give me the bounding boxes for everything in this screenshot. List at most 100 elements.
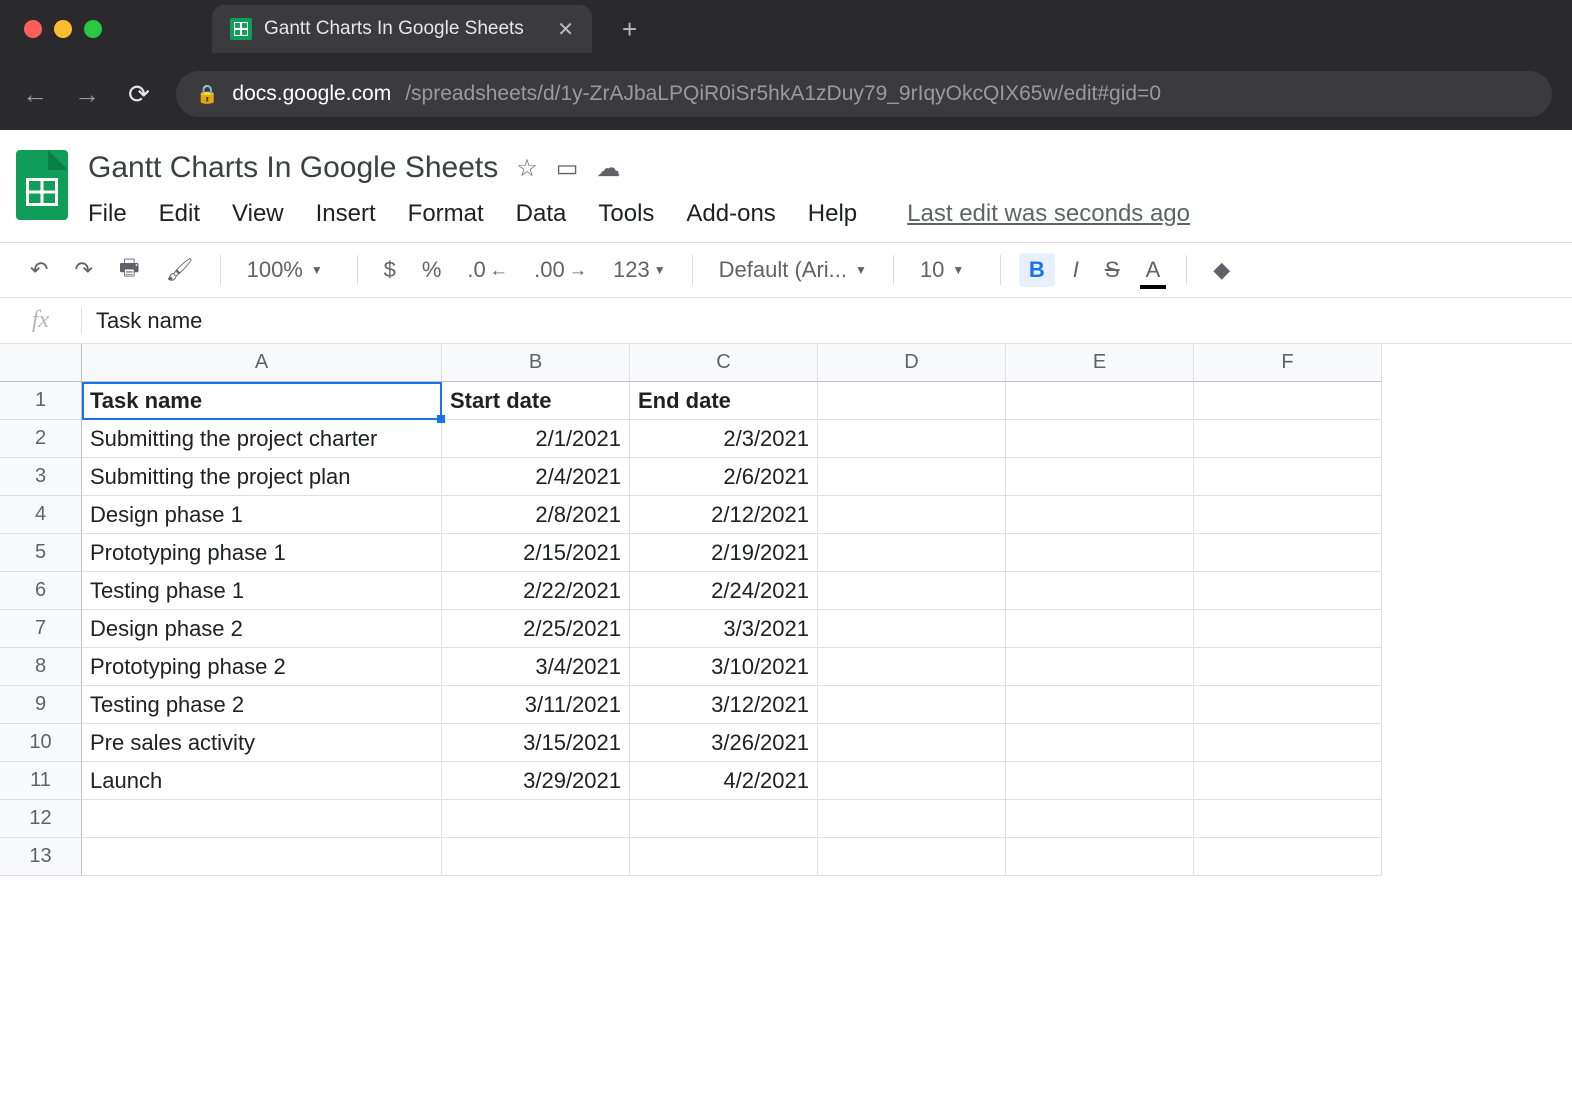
cell-E3[interactable] [1006, 458, 1194, 496]
column-header-a[interactable]: A [82, 344, 442, 382]
cell-F6[interactable] [1194, 572, 1382, 610]
cell-D11[interactable] [818, 762, 1006, 800]
bold-button[interactable]: B [1019, 253, 1055, 287]
paint-format-button[interactable]: 🖌 [158, 253, 202, 287]
cell-E7[interactable] [1006, 610, 1194, 648]
cloud-status-icon[interactable]: ☁ [596, 154, 620, 183]
column-header-c[interactable]: C [630, 344, 818, 382]
cell-A13[interactable] [82, 838, 442, 876]
cell-A6[interactable]: Testing phase 1 [82, 572, 442, 610]
menu-format[interactable]: Format [408, 200, 484, 228]
cell-A2[interactable]: Submitting the project charter [82, 420, 442, 458]
column-header-e[interactable]: E [1006, 344, 1194, 382]
cell-F12[interactable] [1194, 800, 1382, 838]
row-header-10[interactable]: 10 [0, 724, 82, 762]
window-maximize-button[interactable] [84, 20, 102, 38]
address-bar[interactable]: 🔒 docs.google.com/spreadsheets/d/1y-ZrAJ… [176, 71, 1552, 117]
last-edit-link[interactable]: Last edit was seconds ago [907, 200, 1190, 228]
font-size-dropdown[interactable]: 10▼ [912, 253, 982, 287]
cell-C9[interactable]: 3/12/2021 [630, 686, 818, 724]
cell-D9[interactable] [818, 686, 1006, 724]
cell-A11[interactable]: Launch [82, 762, 442, 800]
cell-C6[interactable]: 2/24/2021 [630, 572, 818, 610]
formula-input[interactable]: Task name [82, 308, 202, 334]
menu-tools[interactable]: Tools [598, 200, 654, 228]
cell-A10[interactable]: Pre sales activity [82, 724, 442, 762]
cell-F8[interactable] [1194, 648, 1382, 686]
cell-D8[interactable] [818, 648, 1006, 686]
cell-C2[interactable]: 2/3/2021 [630, 420, 818, 458]
row-header-12[interactable]: 12 [0, 800, 82, 838]
row-header-5[interactable]: 5 [0, 534, 82, 572]
number-format-dropdown[interactable]: 123▼ [605, 253, 674, 287]
cell-C13[interactable] [630, 838, 818, 876]
cell-E10[interactable] [1006, 724, 1194, 762]
doc-title[interactable]: Gantt Charts In Google Sheets [88, 151, 498, 185]
cell-B2[interactable]: 2/1/2021 [442, 420, 630, 458]
cell-E12[interactable] [1006, 800, 1194, 838]
decrease-decimal-button[interactable]: .0← [459, 253, 516, 287]
row-header-2[interactable]: 2 [0, 420, 82, 458]
cell-E1[interactable] [1006, 382, 1194, 420]
menu-file[interactable]: File [88, 200, 127, 228]
font-family-dropdown[interactable]: Default (Ari...▼ [711, 253, 875, 287]
column-header-b[interactable]: B [442, 344, 630, 382]
format-percent-button[interactable]: % [414, 253, 450, 287]
cell-D7[interactable] [818, 610, 1006, 648]
format-currency-button[interactable]: $ [376, 253, 404, 287]
cell-C11[interactable]: 4/2/2021 [630, 762, 818, 800]
row-header-6[interactable]: 6 [0, 572, 82, 610]
row-header-3[interactable]: 3 [0, 458, 82, 496]
star-icon[interactable]: ☆ [516, 154, 538, 183]
menu-edit[interactable]: Edit [159, 200, 200, 228]
nav-reload-button[interactable]: ⟳ [124, 79, 154, 110]
row-header-11[interactable]: 11 [0, 762, 82, 800]
browser-tab[interactable]: Gantt Charts In Google Sheets ✕ [212, 5, 592, 53]
row-header-4[interactable]: 4 [0, 496, 82, 534]
row-header-9[interactable]: 9 [0, 686, 82, 724]
cell-F10[interactable] [1194, 724, 1382, 762]
cell-E11[interactable] [1006, 762, 1194, 800]
nav-forward-button[interactable]: → [72, 79, 102, 110]
row-header-8[interactable]: 8 [0, 648, 82, 686]
menu-insert[interactable]: Insert [316, 200, 376, 228]
cell-B3[interactable]: 2/4/2021 [442, 458, 630, 496]
row-header-7[interactable]: 7 [0, 610, 82, 648]
cell-D4[interactable] [818, 496, 1006, 534]
menu-view[interactable]: View [232, 200, 284, 228]
cell-D13[interactable] [818, 838, 1006, 876]
cell-C10[interactable]: 3/26/2021 [630, 724, 818, 762]
cell-B6[interactable]: 2/22/2021 [442, 572, 630, 610]
cell-B5[interactable]: 2/15/2021 [442, 534, 630, 572]
cell-E2[interactable] [1006, 420, 1194, 458]
italic-button[interactable]: I [1065, 253, 1087, 287]
cell-E13[interactable] [1006, 838, 1194, 876]
cell-E5[interactable] [1006, 534, 1194, 572]
move-icon[interactable]: ▭ [556, 154, 579, 183]
cell-C7[interactable]: 3/3/2021 [630, 610, 818, 648]
cell-F13[interactable] [1194, 838, 1382, 876]
cell-D2[interactable] [818, 420, 1006, 458]
zoom-dropdown[interactable]: 100%▼ [239, 253, 339, 287]
cell-A7[interactable]: Design phase 2 [82, 610, 442, 648]
print-button[interactable]: 🖶 [111, 247, 148, 293]
cell-D3[interactable] [818, 458, 1006, 496]
cell-B1[interactable]: Start date [442, 382, 630, 420]
tab-close-button[interactable]: ✕ [557, 17, 574, 42]
row-header-13[interactable]: 13 [0, 838, 82, 876]
menu-help[interactable]: Help [808, 200, 857, 228]
cell-D10[interactable] [818, 724, 1006, 762]
column-header-f[interactable]: F [1194, 344, 1382, 382]
cell-E8[interactable] [1006, 648, 1194, 686]
increase-decimal-button[interactable]: .00→ [526, 253, 595, 287]
cell-B8[interactable]: 3/4/2021 [442, 648, 630, 686]
cell-A12[interactable] [82, 800, 442, 838]
undo-button[interactable]: ↶ [22, 253, 56, 287]
cell-B7[interactable]: 2/25/2021 [442, 610, 630, 648]
cell-C1[interactable]: End date [630, 382, 818, 420]
cell-C3[interactable]: 2/6/2021 [630, 458, 818, 496]
cell-A9[interactable]: Testing phase 2 [82, 686, 442, 724]
cell-D12[interactable] [818, 800, 1006, 838]
cell-F7[interactable] [1194, 610, 1382, 648]
cell-A8[interactable]: Prototyping phase 2 [82, 648, 442, 686]
